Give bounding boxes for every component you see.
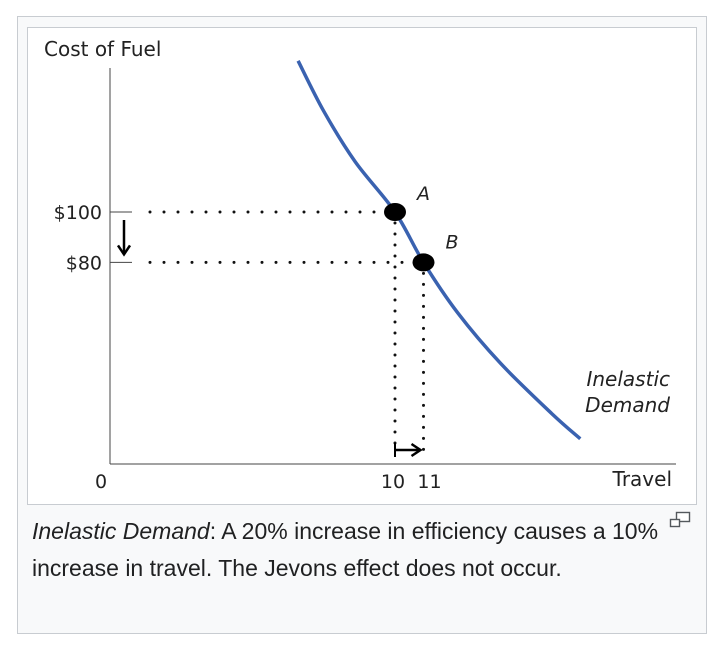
series-label-line: Inelastic bbox=[586, 367, 670, 391]
caption-title: Inelastic Demand bbox=[32, 518, 210, 544]
guide-lines bbox=[148, 210, 425, 454]
series-label-line: Demand bbox=[585, 393, 670, 417]
magnify-icon[interactable] bbox=[668, 511, 692, 531]
origin-label: 0 bbox=[95, 471, 107, 493]
change-arrows bbox=[116, 220, 423, 458]
tick-labels: $100 $80 10 11 bbox=[54, 202, 442, 493]
y-tick-label: $100 bbox=[54, 202, 102, 224]
data-points: AB bbox=[384, 183, 459, 272]
point-label-B: B bbox=[446, 231, 459, 253]
demand-curve bbox=[296, 60, 582, 441]
x-tick-label: 10 bbox=[381, 471, 405, 493]
point-A bbox=[384, 203, 406, 221]
x-tick-label: 11 bbox=[417, 471, 441, 493]
caption-text: : A 20% increase in efficiency causes a … bbox=[32, 518, 659, 581]
y-axis-label: Cost of Fuel bbox=[44, 37, 161, 61]
point-B bbox=[412, 253, 435, 272]
figure-caption: Inelastic Demand: A 20% increase in effi… bbox=[32, 513, 672, 587]
y-arrow-head bbox=[116, 244, 132, 257]
point-label-A: A bbox=[415, 183, 430, 205]
y-tick-label: $80 bbox=[66, 252, 102, 274]
x-axis-label: Travel bbox=[612, 467, 672, 491]
x-arrow-head bbox=[410, 442, 423, 458]
